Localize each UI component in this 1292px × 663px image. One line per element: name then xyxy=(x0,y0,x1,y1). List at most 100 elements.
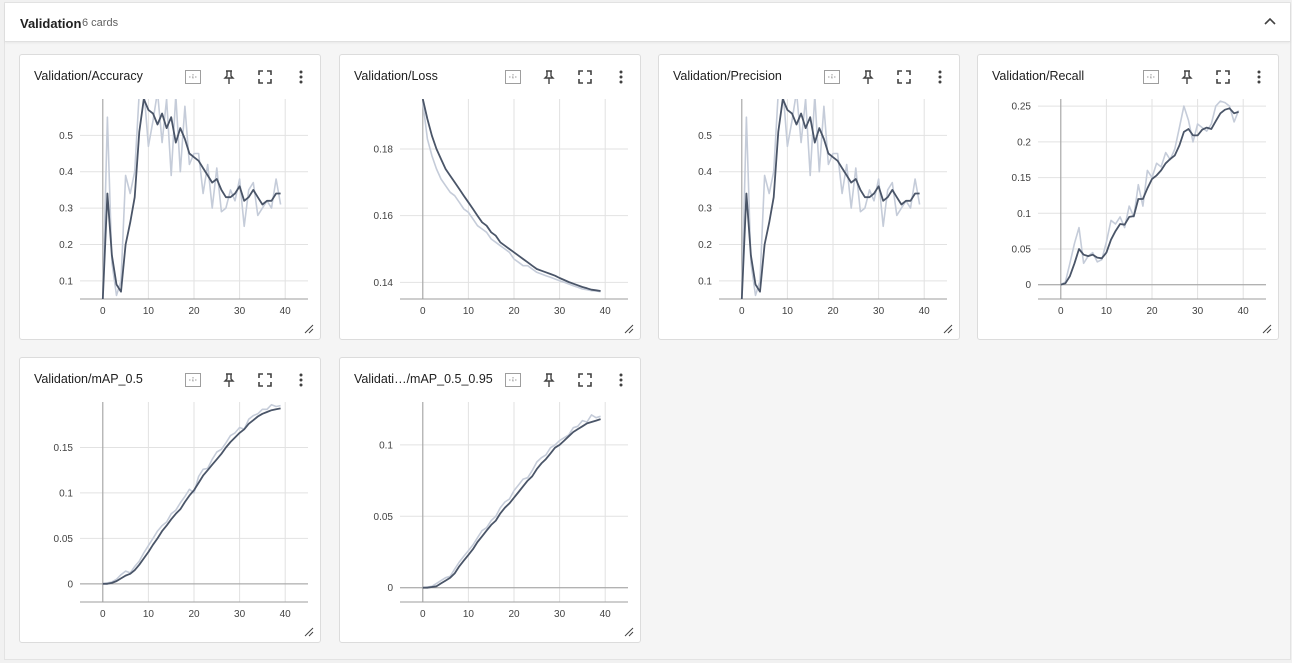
line-chart[interactable]: 0 10 20 30 40 0.1 0.2 0.3 0.4 0.5 xyxy=(20,55,320,339)
x-tick-label: 10 xyxy=(1101,306,1113,317)
resize-handle-icon[interactable] xyxy=(304,624,314,637)
raw-series-line xyxy=(422,102,601,293)
group-card-count: 6 cards xyxy=(82,17,119,29)
pin-icon[interactable] xyxy=(538,370,560,390)
x-tick-label: 20 xyxy=(827,306,839,317)
line-chart[interactable]: 0 10 20 30 40 0.14 0.16 0.18 xyxy=(340,55,640,339)
line-chart[interactable]: 0 10 20 30 40 0.1 0.2 0.3 0.4 0.5 xyxy=(659,55,959,339)
pin-icon[interactable] xyxy=(857,67,879,87)
x-tick-label: 30 xyxy=(234,306,246,317)
fit-domain-icon[interactable] xyxy=(1140,67,1162,87)
fullscreen-icon[interactable] xyxy=(254,67,276,87)
y-tick-label: 0.3 xyxy=(59,204,73,215)
x-tick-label: 10 xyxy=(782,306,794,317)
pin-icon[interactable] xyxy=(538,67,560,87)
scalar-card: Validation/Recall 0 10 20 30 40 0 0.05 0.1 0.15 0.… xyxy=(977,54,1279,340)
scalar-card: Validati…/mAP_0.5_0.95 0 10 20 30 40 0 0.05 0.1 xyxy=(339,357,641,643)
y-tick-label: 0.4 xyxy=(698,167,712,178)
x-tick-label: 30 xyxy=(234,609,246,620)
x-tick-label: 20 xyxy=(1146,306,1158,317)
x-tick-label: 20 xyxy=(508,306,520,317)
x-tick-label: 40 xyxy=(280,609,292,620)
card-title: Validati…/mAP_0.5_0.95 xyxy=(354,372,493,386)
fullscreen-icon[interactable] xyxy=(1212,67,1234,87)
scalar-card: Validation/mAP_0.5 0 10 20 30 40 0 0.05 0.1 0.15 xyxy=(19,357,321,643)
line-chart[interactable]: 0 10 20 30 40 0 0.05 0.1 0.15 0.2 0.25 xyxy=(978,55,1278,339)
y-tick-label: 0.15 xyxy=(54,443,74,454)
fullscreen-icon[interactable] xyxy=(574,370,596,390)
x-tick-label: 0 xyxy=(739,306,745,317)
x-tick-label: 10 xyxy=(143,609,155,620)
fullscreen-icon[interactable] xyxy=(893,67,915,87)
smoothed-series-line xyxy=(740,99,920,299)
y-tick-label: 0.2 xyxy=(1017,137,1031,148)
raw-series-line xyxy=(422,414,601,589)
x-tick-label: 40 xyxy=(919,306,931,317)
pin-icon[interactable] xyxy=(1176,67,1198,87)
x-tick-label: 0 xyxy=(420,306,426,317)
x-tick-label: 40 xyxy=(600,609,612,620)
pin-icon[interactable] xyxy=(218,67,240,87)
raw-series-line xyxy=(741,99,921,299)
more-vert-icon[interactable] xyxy=(290,370,312,390)
y-tick-label: 0.05 xyxy=(1012,245,1032,256)
smoothed-series-line xyxy=(101,99,281,299)
x-tick-label: 40 xyxy=(280,306,292,317)
fit-domain-icon[interactable] xyxy=(502,67,524,87)
card-title: Validation/mAP_0.5 xyxy=(34,372,143,386)
y-tick-label: 0.1 xyxy=(59,488,73,499)
y-tick-label: 0.2 xyxy=(59,240,73,251)
resize-handle-icon[interactable] xyxy=(1262,321,1272,334)
more-vert-icon[interactable] xyxy=(610,370,632,390)
x-tick-label: 10 xyxy=(463,306,475,317)
x-tick-label: 20 xyxy=(188,306,200,317)
x-tick-label: 30 xyxy=(873,306,885,317)
group-header[interactable]: Validation 6 cards xyxy=(5,3,1290,42)
raw-series-line xyxy=(102,403,281,585)
y-tick-label: 0.05 xyxy=(374,512,394,523)
y-tick-label: 0.1 xyxy=(1017,209,1031,220)
fit-domain-icon[interactable] xyxy=(821,67,843,87)
x-tick-label: 20 xyxy=(508,609,520,620)
more-vert-icon[interactable] xyxy=(290,67,312,87)
resize-handle-icon[interactable] xyxy=(304,321,314,334)
fullscreen-icon[interactable] xyxy=(254,370,276,390)
y-tick-label: 0.4 xyxy=(59,167,73,178)
resize-handle-icon[interactable] xyxy=(624,624,634,637)
scalar-card: Validation/Loss 0 10 20 30 40 0.14 0.16 0.18 xyxy=(339,54,641,340)
x-tick-label: 30 xyxy=(554,306,566,317)
x-tick-label: 40 xyxy=(1238,306,1250,317)
more-vert-icon[interactable] xyxy=(610,67,632,87)
y-tick-label: 0.3 xyxy=(698,204,712,215)
resize-handle-icon[interactable] xyxy=(943,321,953,334)
scalar-card: Validation/Precision 0 10 20 30 40 0.1 0.2 0.3 0.… xyxy=(658,54,960,340)
chevron-up-icon[interactable] xyxy=(1260,11,1280,31)
more-vert-icon[interactable] xyxy=(929,67,951,87)
y-tick-label: 0 xyxy=(387,583,393,594)
fit-domain-icon[interactable] xyxy=(182,370,204,390)
pin-icon[interactable] xyxy=(218,370,240,390)
smoothed-series-line xyxy=(422,418,601,589)
more-vert-icon[interactable] xyxy=(1248,67,1270,87)
card-title: Validation/Accuracy xyxy=(34,69,143,83)
x-tick-label: 10 xyxy=(463,609,475,620)
x-tick-label: 10 xyxy=(143,306,155,317)
resize-handle-icon[interactable] xyxy=(624,321,634,334)
group-title: Validation xyxy=(20,16,82,31)
y-tick-label: 0.2 xyxy=(698,240,712,251)
line-chart[interactable]: 0 10 20 30 40 0 0.05 0.1 0.15 xyxy=(20,358,320,642)
y-tick-label: 0.15 xyxy=(1012,173,1032,184)
y-tick-label: 0 xyxy=(1025,280,1031,291)
x-tick-label: 20 xyxy=(188,609,200,620)
fullscreen-icon[interactable] xyxy=(574,67,596,87)
y-tick-label: 0.16 xyxy=(374,211,394,222)
fit-domain-icon[interactable] xyxy=(182,67,204,87)
y-tick-label: 0.1 xyxy=(379,440,393,451)
card-title: Validation/Loss xyxy=(354,69,438,83)
smoothed-series-line xyxy=(102,407,281,585)
x-tick-label: 30 xyxy=(554,609,566,620)
line-chart[interactable]: 0 10 20 30 40 0 0.05 0.1 xyxy=(340,358,640,642)
fit-domain-icon[interactable] xyxy=(502,370,524,390)
y-tick-label: 0.5 xyxy=(698,131,712,142)
smoothed-series-line xyxy=(1060,107,1239,286)
